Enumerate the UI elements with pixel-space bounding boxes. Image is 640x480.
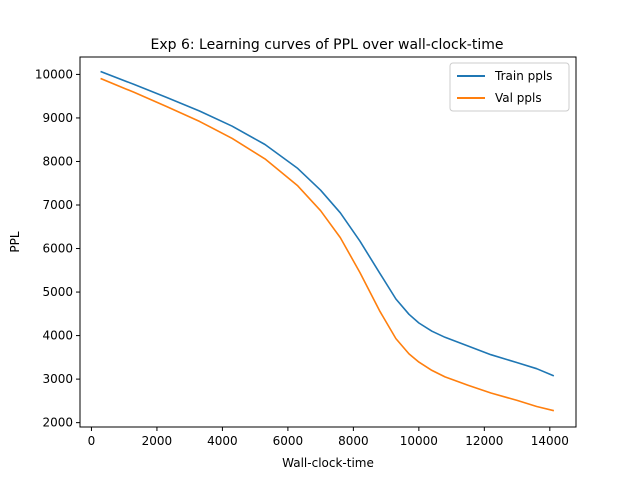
x-tick-label: 6000: [273, 434, 304, 448]
y-tick-label: 2000: [42, 416, 73, 430]
x-tick-label: 2000: [142, 434, 173, 448]
y-axis-label: PPL: [8, 231, 22, 252]
x-tick-label: 10000: [400, 434, 438, 448]
plot-frame: [79, 56, 577, 428]
legend: Train ppls Val ppls: [449, 62, 570, 112]
x-tick-label: 4000: [207, 434, 238, 448]
y-axis: 2000 3000 4000 5000 6000 7000 8000 9000 10000: [35, 67, 80, 430]
y-tick-label: 9000: [42, 111, 73, 125]
legend-label-train: Train ppls: [494, 69, 552, 83]
plot-lines: [100, 70, 555, 412]
y-tick-label: 4000: [42, 329, 73, 343]
x-tick-label: 0: [88, 434, 96, 448]
legend-label-val: Val ppls: [495, 91, 542, 105]
y-tick-label: 7000: [42, 198, 73, 212]
series-line-val: [100, 77, 555, 412]
x-axis: 0 2000 4000 6000 8000 10000 12000 14000: [88, 427, 569, 448]
y-tick-label: 3000: [42, 372, 73, 386]
chart-title: Exp 6: Learning curves of PPL over wall-…: [151, 37, 504, 53]
x-tick-label: 8000: [338, 434, 369, 448]
y-tick-label: 6000: [42, 242, 73, 256]
x-tick-label: 12000: [465, 434, 503, 448]
x-axis-label: Wall-clock-time: [282, 456, 374, 470]
y-tick-label: 10000: [35, 67, 73, 81]
y-tick-label: 5000: [42, 285, 73, 299]
series-line-train: [100, 70, 555, 377]
y-tick-label: 8000: [42, 154, 73, 168]
x-tick-label: 14000: [531, 434, 569, 448]
